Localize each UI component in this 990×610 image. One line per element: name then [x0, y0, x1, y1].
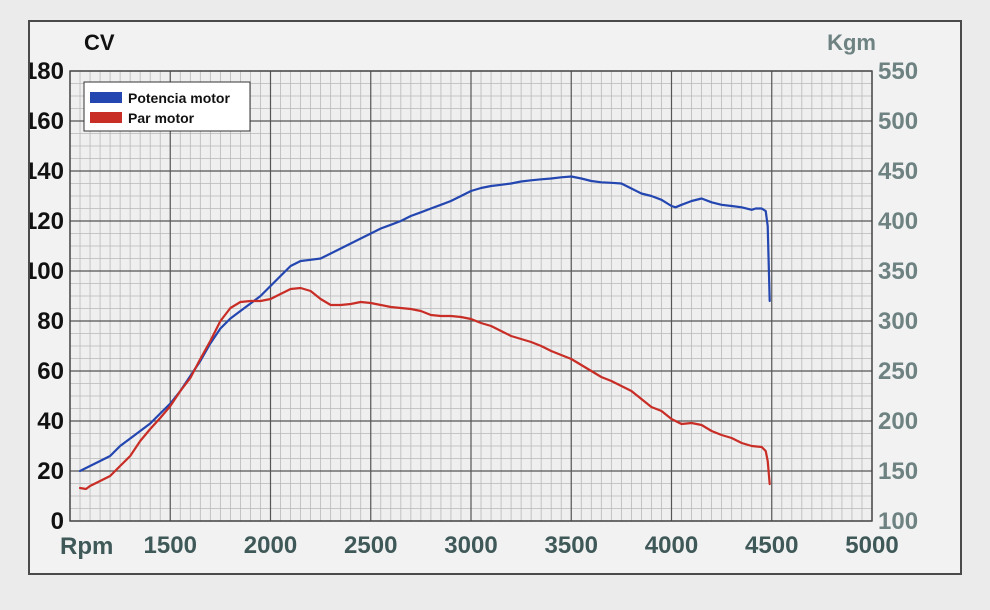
y-right-tick-label: 550: [878, 58, 918, 85]
y-right-tick-label: 100: [878, 508, 918, 535]
legend-label: Par motor: [128, 110, 195, 126]
x-tick-label: 1500: [144, 532, 197, 559]
plot-border: [69, 70, 873, 522]
y-left-tick-label: 120: [30, 208, 64, 235]
legend-label: Potencia motor: [128, 90, 230, 106]
y-right-tick-label: 250: [878, 358, 918, 385]
y-left-axis-title: CV: [84, 30, 115, 55]
x-tick-label: 2500: [344, 532, 397, 559]
y-right-axis-title: Kgm: [827, 30, 876, 55]
power-torque-chart: 0 20 40 60 80 100 120 140 160 180 100 150 200 250 300 3…: [30, 30, 918, 560]
x-tick-label: 5000: [845, 532, 898, 559]
y-right-tick-label: 300: [878, 308, 918, 335]
x-axis-title: Rpm: [60, 533, 113, 560]
y-left-tick-label: 0: [51, 508, 64, 535]
y-left-tick-label: 20: [37, 458, 64, 485]
y-right-tick-label: 150: [878, 458, 918, 485]
y-left-tick-label: 40: [37, 408, 64, 435]
x-tick-label: 3000: [444, 532, 497, 559]
y-left-tick-label: 140: [30, 158, 64, 185]
legend-swatch: [90, 112, 122, 123]
y-right-tick-label: 500: [878, 108, 918, 135]
y-left-tick-label: 60: [37, 358, 64, 385]
x-tick-label: 2000: [244, 532, 297, 559]
y-left-tick-label: 80: [37, 308, 64, 335]
y-right-tick-label: 400: [878, 208, 918, 235]
chart-frame: 0 20 40 60 80 100 120 140 160 180 100 150 200 250 300 3…: [28, 20, 962, 575]
y-left-tick-label: 180: [30, 58, 64, 85]
y-right-tick-label: 350: [878, 258, 918, 285]
series-line-par: [78, 286, 771, 491]
y-right-tick-label: 200: [878, 408, 918, 435]
y-left-tick-label: 160: [30, 108, 64, 135]
x-tick-label: 3500: [545, 532, 598, 559]
x-tick-label: 4000: [645, 532, 698, 559]
x-tick-label: 4500: [745, 532, 798, 559]
legend-swatch: [90, 92, 122, 103]
y-left-tick-label: 100: [30, 258, 64, 285]
y-right-tick-label: 450: [878, 158, 918, 185]
